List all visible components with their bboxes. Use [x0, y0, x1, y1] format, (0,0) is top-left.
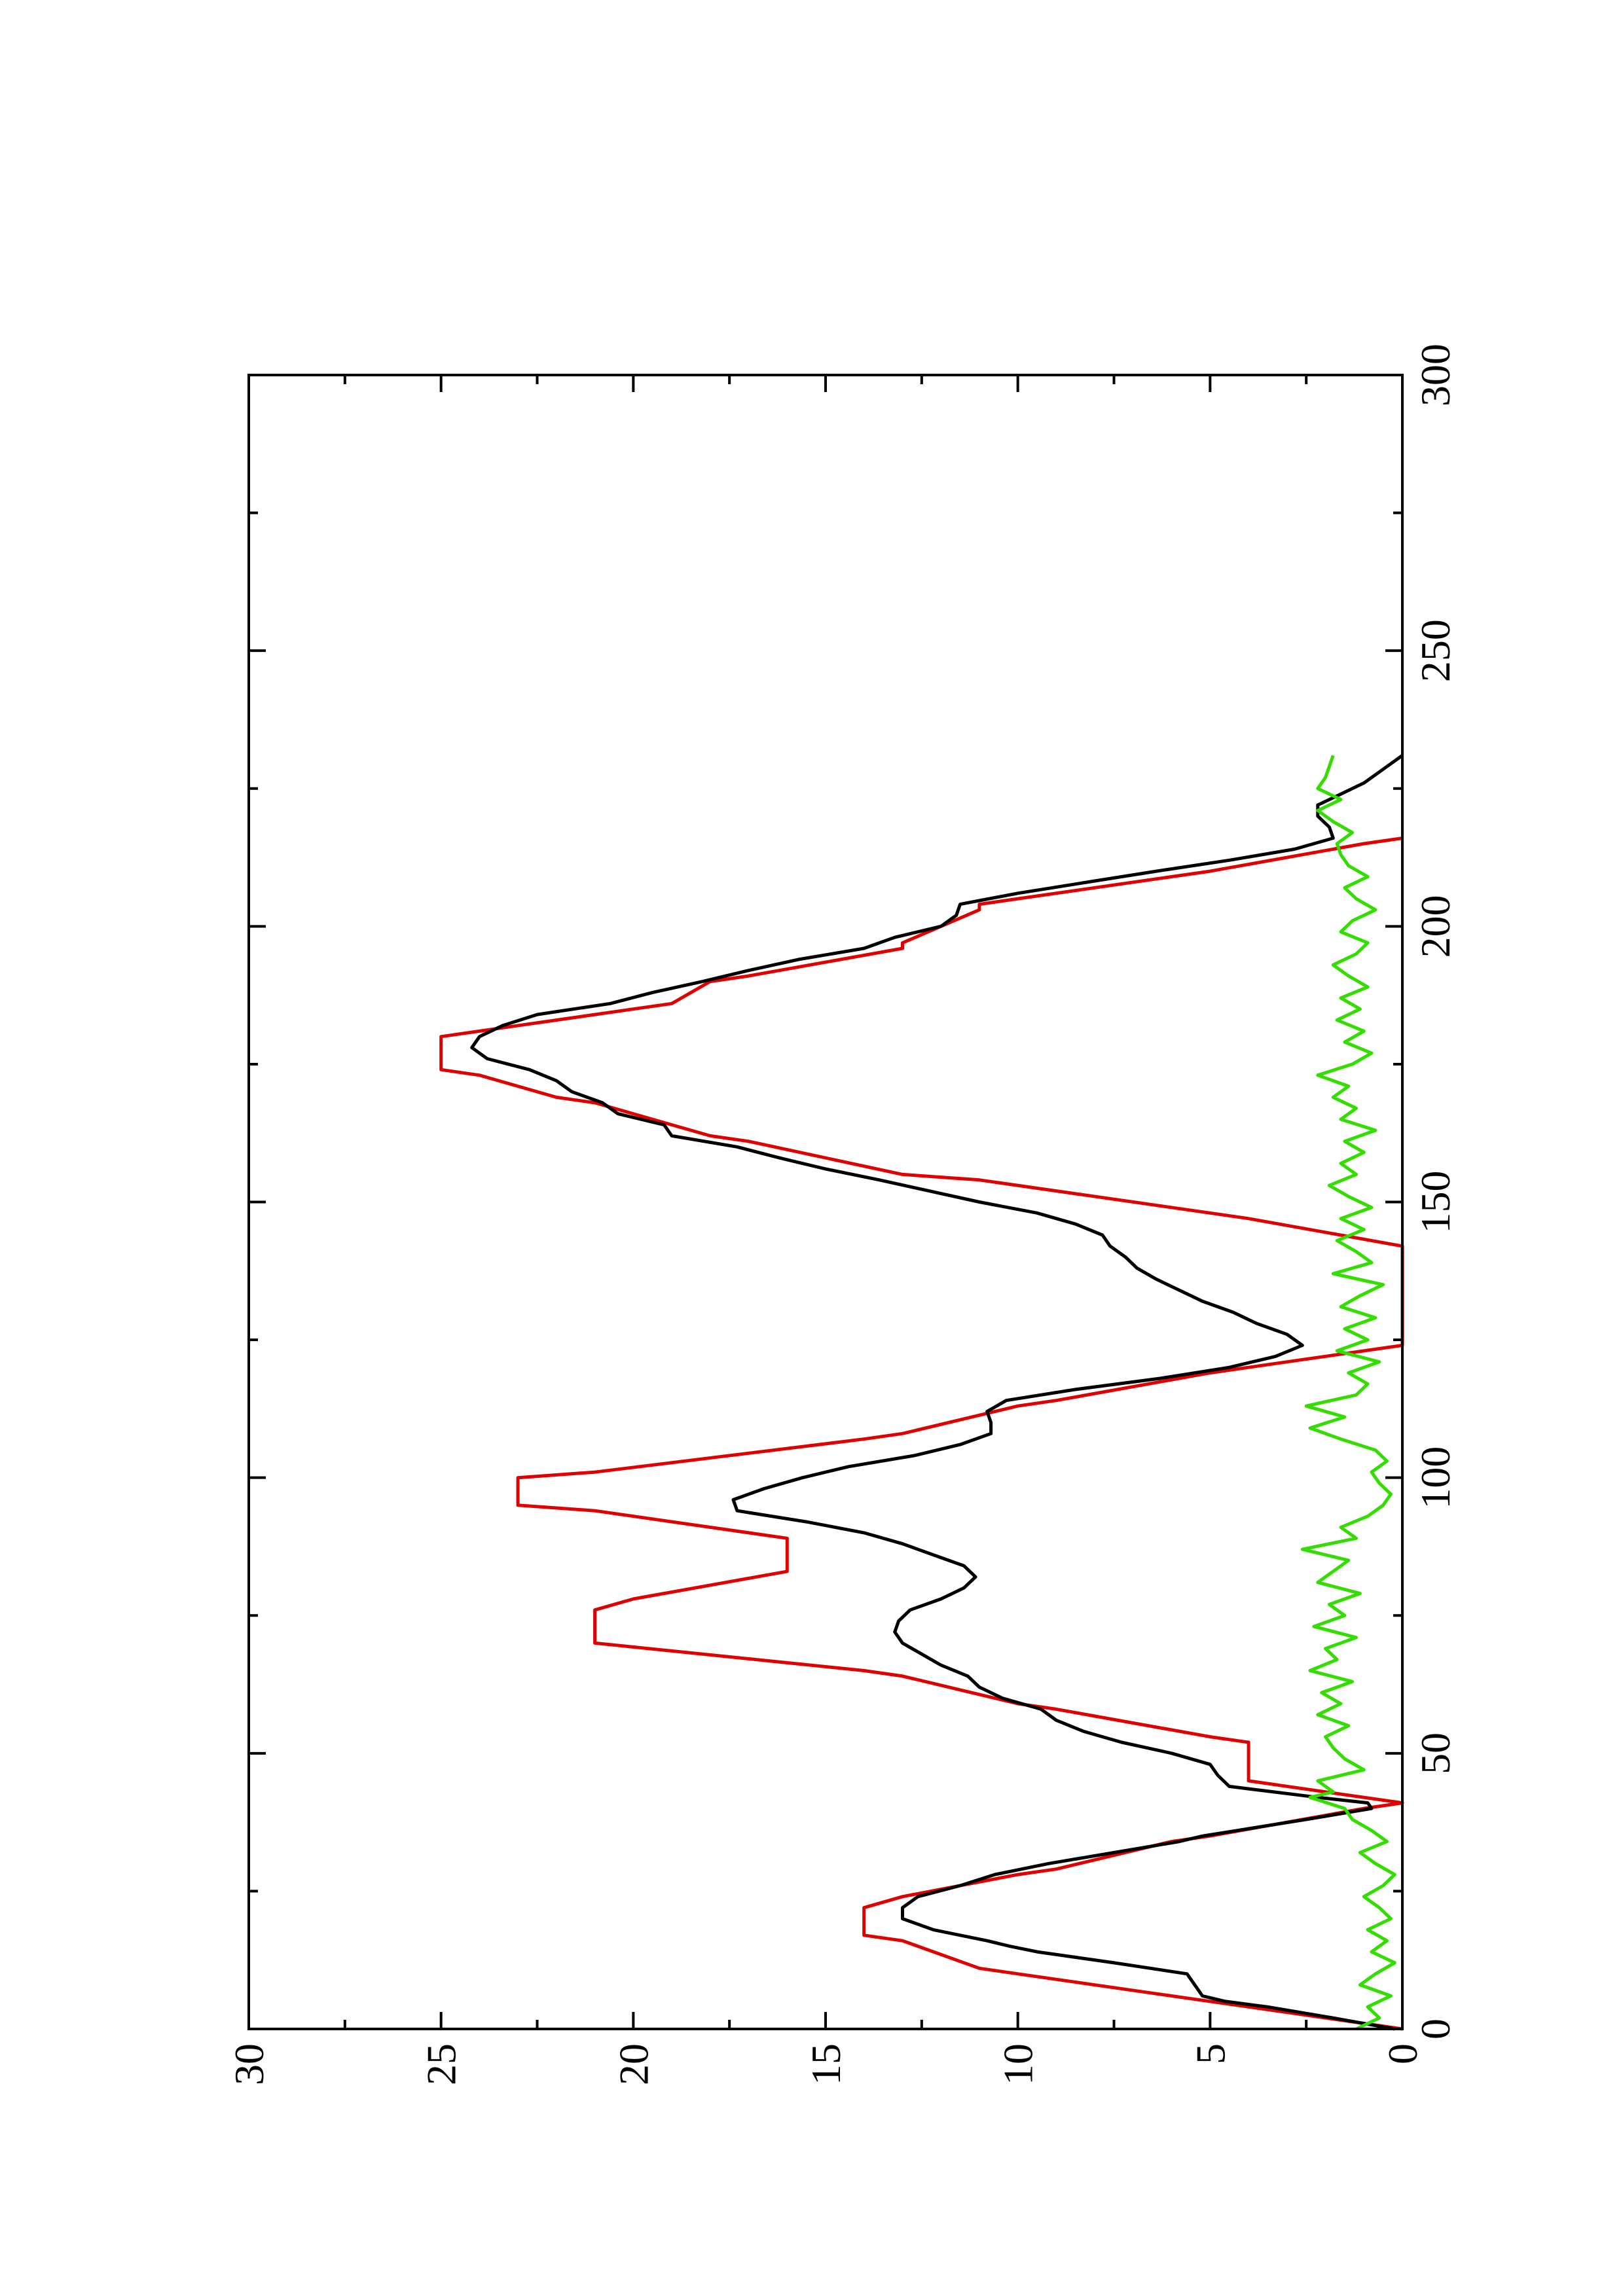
- series-line-2: [1300, 755, 1396, 2031]
- x-tick-label: 50: [1412, 1732, 1459, 1774]
- y-tick-label: 25: [418, 2043, 465, 2085]
- x-tick-label: 300: [1412, 344, 1459, 406]
- plot-frame: [247, 374, 1404, 2030]
- axes: 0 50 100 150 200 250 300 0 5 10 15 20 25 30: [226, 344, 1459, 2085]
- y-tick-label: 20: [610, 2043, 657, 2085]
- x-tick-label: 200: [1412, 895, 1459, 958]
- x-tick-label: 0: [1412, 2018, 1459, 2039]
- y-tick-label: 15: [803, 2043, 849, 2085]
- series-line-0: [439, 836, 1404, 2031]
- x-tick-label: 100: [1412, 1446, 1459, 1509]
- plot-area: [439, 754, 1404, 2031]
- series-line-1: [470, 754, 1404, 2031]
- y-tick-label: 0: [1379, 2043, 1426, 2064]
- x-tick-label: 250: [1412, 619, 1459, 682]
- x-tick-label: 150: [1412, 1171, 1459, 1234]
- y-tick-label: 30: [226, 2043, 272, 2085]
- y-tick-label: 5: [1187, 2043, 1233, 2064]
- y-tick-label: 10: [995, 2043, 1042, 2085]
